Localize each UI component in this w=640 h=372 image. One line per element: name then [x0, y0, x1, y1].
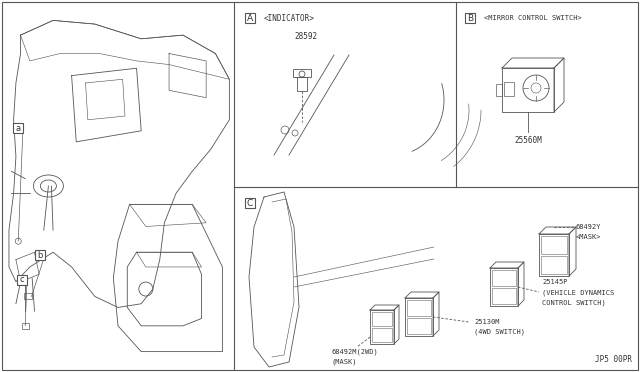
Bar — [502, 68, 554, 112]
Bar — [407, 318, 431, 334]
Text: 68492Y: 68492Y — [576, 224, 602, 230]
Bar — [541, 236, 567, 254]
Text: CONTROL SWITCH): CONTROL SWITCH) — [542, 300, 605, 306]
Text: (MASK): (MASK) — [332, 359, 358, 365]
Bar — [407, 300, 431, 316]
Bar — [245, 198, 255, 208]
Bar — [370, 310, 394, 344]
Text: C: C — [247, 199, 253, 208]
Text: 28592: 28592 — [294, 32, 317, 41]
Text: 25130M: 25130M — [474, 319, 499, 325]
Bar — [465, 13, 475, 23]
Text: (4WD SWITCH): (4WD SWITCH) — [474, 329, 525, 335]
Text: b: b — [37, 250, 43, 260]
Bar — [372, 328, 392, 342]
Bar — [17, 275, 27, 285]
Bar — [372, 312, 392, 326]
Text: <MASK>: <MASK> — [576, 234, 602, 240]
Text: a: a — [15, 124, 20, 132]
Bar — [293, 69, 311, 77]
Text: B: B — [467, 13, 473, 22]
Bar — [24, 294, 31, 299]
Bar — [492, 288, 516, 304]
Bar — [35, 250, 45, 260]
Bar — [496, 84, 502, 96]
Bar — [297, 77, 307, 91]
Bar — [504, 82, 514, 96]
Text: A: A — [247, 13, 253, 22]
Text: 68492M(2WD): 68492M(2WD) — [332, 349, 379, 355]
Bar — [541, 256, 567, 274]
Text: JP5 00PR: JP5 00PR — [595, 355, 632, 364]
Text: c: c — [20, 276, 24, 285]
Text: (VEHICLE DYNAMICS: (VEHICLE DYNAMICS — [542, 290, 614, 296]
Bar — [245, 13, 255, 23]
Bar — [539, 234, 569, 276]
Bar — [492, 270, 516, 286]
Bar — [13, 123, 23, 133]
Bar — [22, 323, 29, 329]
Text: <INDICATOR>: <INDICATOR> — [264, 13, 315, 22]
Text: <MIRROR CONTROL SWITCH>: <MIRROR CONTROL SWITCH> — [484, 15, 582, 21]
Text: 25560M: 25560M — [514, 135, 542, 144]
Bar — [405, 298, 433, 336]
Text: 25145P: 25145P — [542, 279, 568, 285]
Bar — [490, 268, 518, 306]
